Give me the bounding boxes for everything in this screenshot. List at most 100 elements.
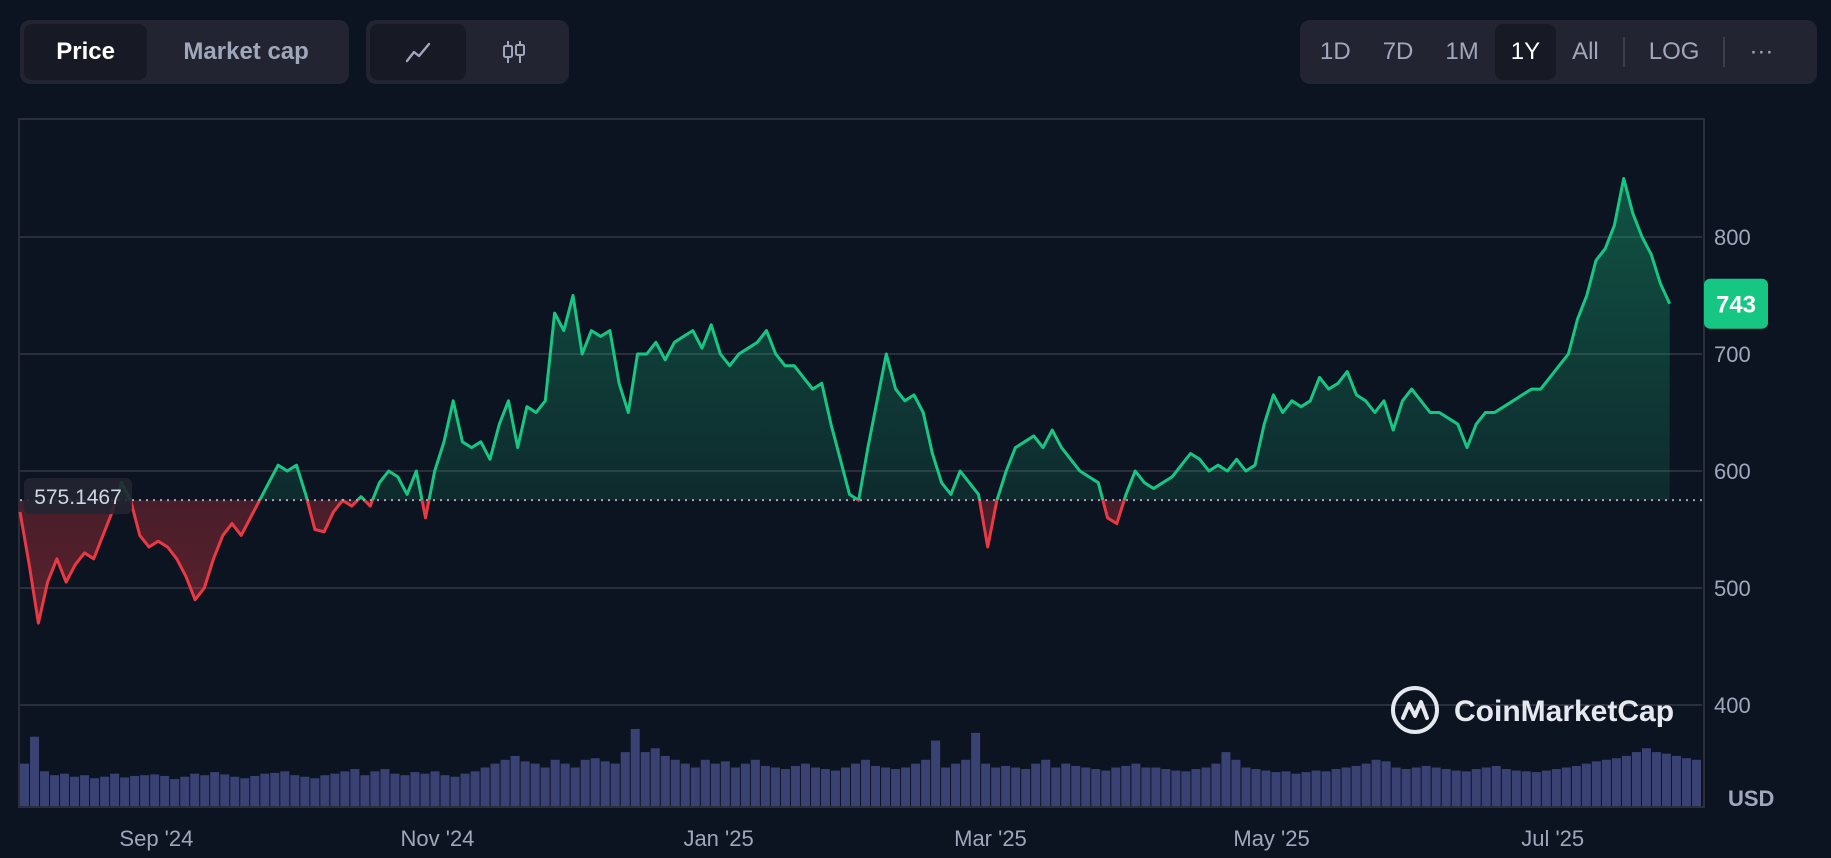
volume-bar: [1431, 767, 1441, 806]
volume-bar: [1011, 767, 1021, 806]
volume-bar: [1161, 769, 1171, 806]
line-chart-button[interactable]: [370, 24, 466, 80]
x-tick-label: Nov '24: [401, 826, 475, 851]
range-all-button[interactable]: All: [1572, 38, 1599, 65]
volume-bar: [170, 779, 180, 806]
volume-bar: [1301, 772, 1311, 806]
volume-bar: [1081, 767, 1091, 806]
baseline-label: 575.1467: [34, 486, 122, 509]
volume-bar: [1131, 763, 1141, 806]
volume-bar: [1311, 770, 1321, 806]
volume-bar: [590, 758, 600, 806]
volume-bar: [140, 775, 150, 806]
volume-bar: [740, 763, 750, 806]
baseline-label-box: [24, 478, 132, 515]
volume-bar: [310, 778, 320, 806]
more-options-button[interactable]: ···: [1749, 38, 1774, 65]
volume-bar: [70, 776, 80, 806]
range-7d-button[interactable]: 7D: [1382, 38, 1414, 65]
volume-bar: [190, 773, 200, 806]
volume-bar: [660, 755, 670, 806]
y-tick-label: 500: [1714, 576, 1751, 601]
volume-bar: [610, 763, 620, 806]
volume-bar: [1021, 769, 1031, 806]
volume-bar: [550, 759, 560, 806]
y-tick-label: 600: [1714, 459, 1751, 484]
volume-bar: [110, 773, 120, 806]
volume-bar: [1531, 772, 1541, 806]
volume-bar: [1111, 767, 1121, 806]
y-tick-label: 800: [1714, 225, 1751, 250]
volume-bar: [490, 763, 500, 806]
x-tick-label: Jul '25: [1521, 826, 1584, 851]
volume-bar: [300, 776, 310, 806]
y-tick-label: 400: [1714, 693, 1751, 718]
range-selector: 1D 7D 1M 1Y All LOG ···: [1300, 20, 1817, 84]
volume-bar: [1031, 763, 1041, 806]
volume-bar: [1241, 767, 1251, 806]
volume-bar: [1441, 769, 1451, 806]
volume-bar: [911, 763, 921, 806]
range-1m-button[interactable]: 1M: [1445, 38, 1479, 65]
volume-bar: [600, 761, 610, 806]
volume-bar: [450, 776, 460, 806]
area-fill-above-baseline: [115, 178, 1670, 501]
volume-bar: [1041, 759, 1051, 806]
volume-bar: [1061, 763, 1071, 806]
volume-bar: [420, 773, 430, 806]
x-tick-label: May '25: [1233, 826, 1309, 851]
volume-bar: [260, 773, 270, 806]
volume-bar: [1281, 771, 1291, 806]
volume-bar: [1091, 769, 1101, 806]
divider: [1622, 37, 1625, 67]
volume-bar: [1471, 769, 1481, 806]
volume-bar: [861, 759, 871, 806]
volume-bar: [780, 769, 790, 806]
volume-bar: [1591, 761, 1601, 806]
volume-bar: [570, 767, 580, 806]
volume-bar: [1461, 771, 1471, 806]
coinmarketcap-watermark: CoinMarketCap: [1391, 686, 1674, 734]
volume-bar: [320, 775, 330, 806]
volume-bar: [1381, 761, 1391, 806]
volume-bar: [1051, 767, 1061, 806]
volume-bar: [790, 765, 800, 806]
market-cap-tab[interactable]: Market cap: [183, 38, 309, 65]
volume-bar: [1331, 769, 1341, 806]
volume-bar: [530, 763, 540, 806]
volume-bar: [1601, 759, 1611, 806]
range-1d-button[interactable]: 1D: [1320, 38, 1351, 65]
volume-bar: [1221, 752, 1231, 806]
volume-bar: [150, 774, 160, 806]
volume-bar: [270, 772, 280, 806]
price-tab[interactable]: Price: [24, 24, 148, 80]
volume-bar: [1451, 770, 1461, 806]
x-tick-label: Mar '25: [954, 826, 1027, 851]
volume-bar: [180, 776, 190, 806]
volume-bar: [440, 775, 450, 806]
volume-bar: [360, 775, 370, 806]
volume-bar: [410, 772, 420, 806]
volume-bar: [1621, 755, 1631, 806]
volume-bar: [50, 775, 60, 806]
volume-bar: [1551, 769, 1561, 806]
volume-bar: [850, 763, 860, 806]
range-1y-button[interactable]: 1Y: [1494, 24, 1557, 80]
current-price-tag: [1704, 278, 1768, 329]
volume-bar: [620, 752, 630, 806]
coinmarketcap-logo-icon: [1391, 686, 1439, 734]
plot-frame: [18, 118, 1705, 808]
x-tick-label: Sep '24: [119, 826, 193, 851]
volume-bar: [931, 740, 941, 806]
volume-bar: [700, 759, 710, 806]
volume-bar: [981, 763, 991, 806]
volume-bar: [1151, 767, 1161, 806]
divider: [1723, 37, 1726, 67]
log-scale-button[interactable]: LOG: [1648, 38, 1700, 65]
volume-bar: [430, 771, 440, 806]
volume-bar: [690, 767, 700, 806]
volume-bar: [1521, 771, 1531, 806]
candlestick-button[interactable]: [466, 24, 562, 80]
price-marketcap-toggle: Price Market cap: [20, 20, 349, 84]
